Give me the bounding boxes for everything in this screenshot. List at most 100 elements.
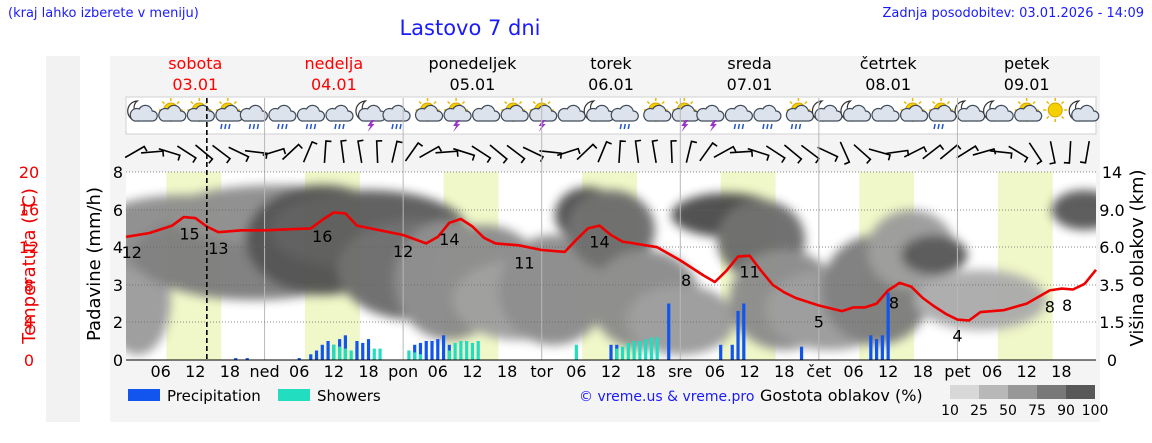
cloud-icon [472, 104, 501, 122]
precip-bar [326, 341, 330, 360]
day-date: 09.01 [1004, 75, 1050, 94]
credit-link[interactable]: © vreme.us & vreme.pro [579, 389, 754, 405]
wind-barb [989, 150, 1013, 159]
sun-cloud-rain-icon [928, 98, 957, 130]
day-name: sobota [168, 54, 222, 73]
cloud-axis-tick: 1.5 [1099, 313, 1124, 332]
day-name: torek [590, 54, 632, 73]
x-tick-label: 06 [150, 362, 170, 381]
wind-barb [375, 139, 383, 164]
sun-cloud-icon [500, 98, 529, 122]
storm-icon [696, 104, 725, 132]
sun-cloud-icon [899, 98, 929, 122]
night-cloud-icon [583, 100, 615, 122]
x-tick-label: ned [250, 362, 280, 381]
day-name: četrtek [860, 54, 918, 73]
x-tick-label: 18 [497, 362, 517, 381]
precip-bar [366, 339, 371, 360]
x-tick-label: 06 [566, 362, 586, 381]
wind-barb [506, 144, 526, 164]
cloud-rain-icon [296, 104, 325, 130]
day-name: sreda [727, 54, 771, 73]
cloud-rain-icon [268, 104, 297, 130]
wind-barb [281, 143, 303, 161]
temperature-label: 8 [681, 271, 691, 290]
cloud-rain-icon [325, 104, 354, 130]
sun-storm-icon [443, 98, 472, 132]
temperature-label: 12 [393, 242, 413, 261]
day-date: 05.01 [450, 75, 496, 94]
shower-bar [418, 354, 423, 360]
x-tick-label: 12 [1017, 362, 1037, 381]
precip-bar [799, 346, 804, 360]
x-tick-label: 18 [635, 362, 655, 381]
day-date: 03.01 [172, 75, 218, 94]
left-panel [46, 56, 80, 422]
day-name: ponedeljek [428, 54, 517, 73]
cloud-rain-icon [724, 104, 753, 130]
precip-bar [234, 358, 238, 360]
precip-bar [436, 339, 440, 360]
location-hint[interactable]: (kraj lahko izberete v meniju) [8, 6, 199, 21]
x-tick-label: 18 [358, 362, 378, 381]
cloud-density-tick: 10 [941, 403, 959, 419]
temp-axis-tick: 16 [19, 201, 39, 220]
shower-bar [470, 342, 475, 360]
cloud-density-tick: 90 [1057, 403, 1075, 419]
wind-barb [853, 144, 872, 164]
wind-barb [453, 147, 476, 161]
temperature-label: 8 [889, 294, 899, 313]
wind-barb [903, 145, 928, 158]
temp-axis-tick: 12 [19, 238, 39, 257]
precip-axis-tick: 8 [113, 163, 123, 182]
precip-bar [343, 335, 348, 360]
x-tick-label: 18 [774, 362, 794, 381]
showers-legend-swatch [278, 389, 310, 401]
precip-bar [874, 339, 879, 360]
shower-bar [615, 348, 619, 360]
precip-bar [736, 310, 740, 360]
shower-bar [459, 341, 463, 360]
wind-barb [1049, 141, 1056, 165]
sun-cloud-rain-icon [785, 98, 814, 130]
x-tick-label: 06 [705, 362, 725, 381]
temperature-label: 8 [1062, 296, 1072, 315]
precip-axis-tick: 6 [113, 201, 123, 220]
cloud-axis-tick: 0 [1107, 351, 1117, 370]
precip-axis-tick: 2 [113, 313, 123, 332]
night-cloud-icon [954, 100, 986, 122]
cloud-icon [871, 104, 900, 122]
day-name: petek [1004, 54, 1050, 73]
shower-bar [407, 350, 411, 360]
shower-bar [453, 342, 457, 360]
shower-bar [378, 348, 382, 360]
x-tick-label: sre [668, 362, 692, 381]
wind-barb [194, 144, 214, 164]
shower-bar [574, 344, 578, 360]
wind-barb [471, 145, 492, 164]
shower-bar [620, 346, 625, 360]
precip-bar [361, 342, 365, 360]
precip-axis-tick: 3 [113, 276, 123, 295]
showers-legend-label: Showers [317, 387, 381, 405]
day-date: 07.01 [727, 75, 773, 94]
precip-bar [430, 341, 434, 360]
sun-cloud-icon [1014, 98, 1043, 122]
precip-bar [886, 292, 890, 360]
wind-barb [597, 140, 612, 163]
day-date: 08.01 [865, 75, 911, 94]
cloud-rain-icon [239, 104, 268, 130]
night-cloud-icon [127, 100, 158, 122]
wind-barb [765, 145, 786, 164]
shower-bar [638, 341, 642, 360]
shower-bar [338, 346, 342, 360]
daylight-band [997, 172, 1053, 360]
precip-bar [355, 341, 359, 360]
wind-barb [922, 144, 945, 160]
night-cloud-icon [840, 100, 872, 122]
shower-bar [632, 341, 636, 360]
wind-barb [323, 140, 332, 164]
x-tick-label: 06 [982, 362, 1002, 381]
x-tick-label: 12 [739, 362, 759, 381]
